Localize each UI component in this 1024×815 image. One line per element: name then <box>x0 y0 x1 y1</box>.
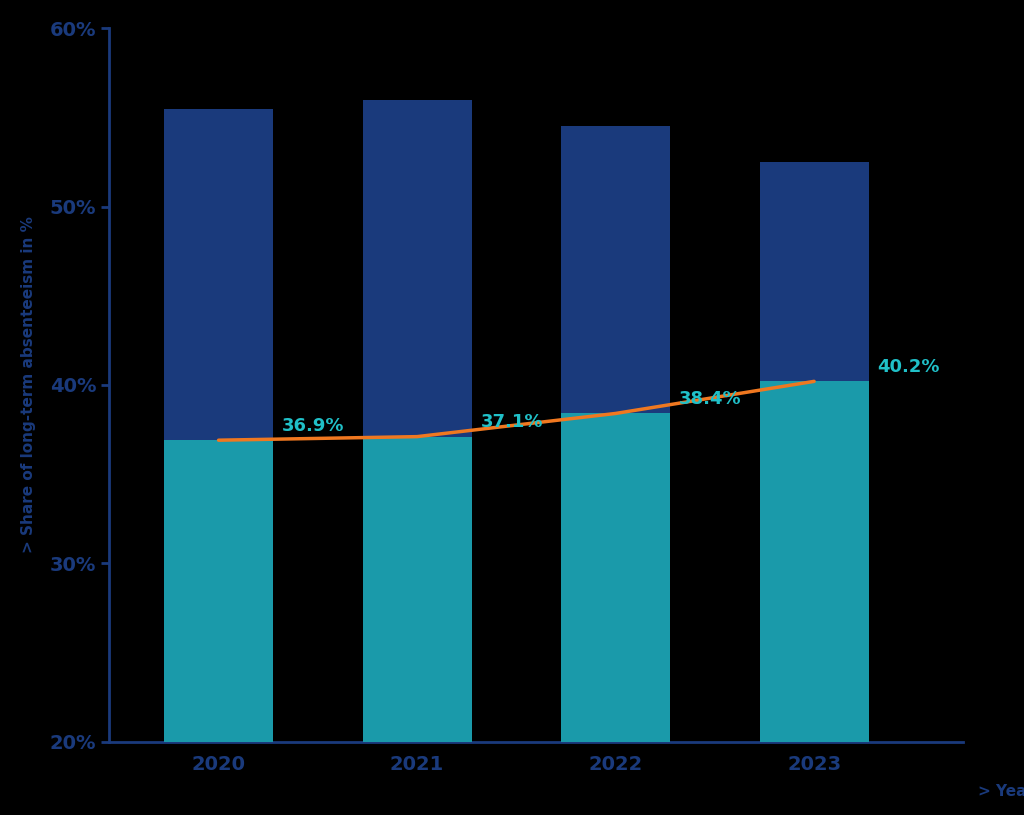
Bar <box>164 440 273 742</box>
Bar <box>561 126 670 742</box>
Bar <box>561 413 670 742</box>
Y-axis label: > Share of long-term absenteeism in %: > Share of long-term absenteeism in % <box>20 217 36 553</box>
Bar <box>362 437 472 742</box>
Text: 37.1%: 37.1% <box>480 413 543 431</box>
Text: 40.2%: 40.2% <box>878 358 940 376</box>
Bar <box>164 108 273 742</box>
X-axis label: > Year: > Year <box>978 784 1024 800</box>
Bar <box>760 162 868 742</box>
Bar <box>760 381 868 742</box>
Text: 38.4%: 38.4% <box>679 390 741 408</box>
Bar <box>362 99 472 742</box>
Text: 36.9%: 36.9% <box>283 416 345 435</box>
